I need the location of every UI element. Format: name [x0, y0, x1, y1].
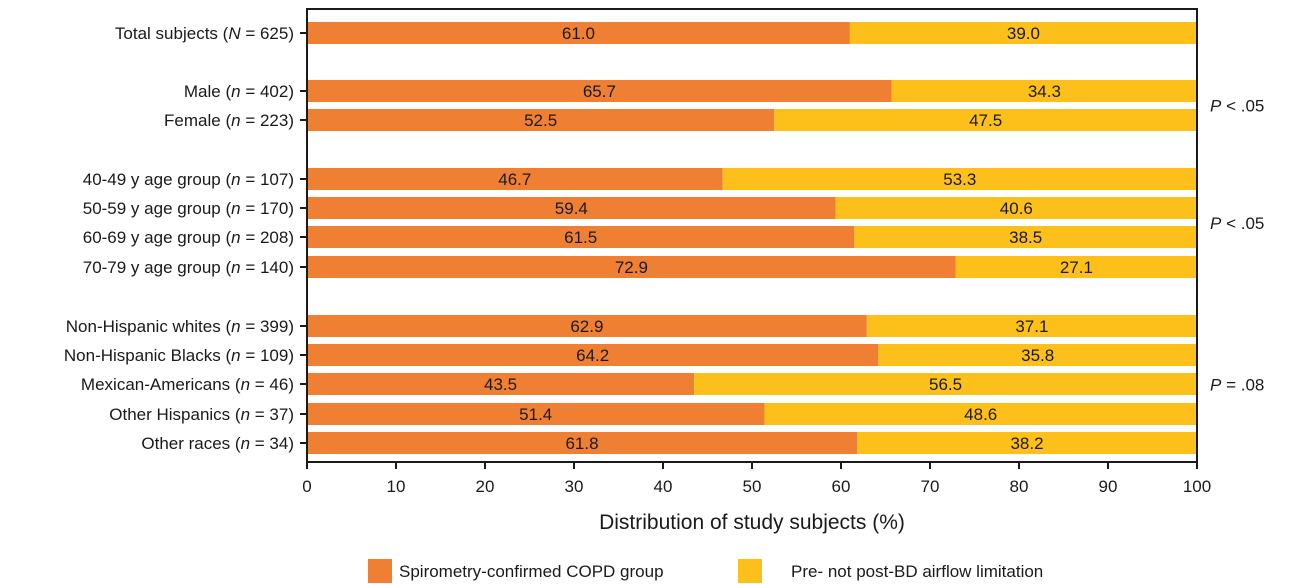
bar-pre-bd-6: [955, 256, 1197, 278]
bar-pre-bd-9: [694, 373, 1197, 395]
category-label-10: Other Hispanics (n = 37): [109, 405, 294, 424]
x-tick-label-10: 10: [387, 477, 406, 496]
bar-pre-bd-5: [854, 226, 1197, 248]
bar-pre-bd-10: [764, 403, 1197, 425]
bar-copd-10: [307, 403, 765, 425]
legend-swatch-pre-bd: [738, 559, 762, 583]
value-label-copd-2: 52.5: [524, 111, 557, 130]
value-label-pre-bd-0: 39.0: [1007, 24, 1040, 43]
value-label-copd-7: 62.9: [570, 317, 603, 336]
legend-swatch-copd: [368, 559, 392, 583]
p-value-label-1: P < .05: [1210, 214, 1264, 233]
bar-pre-bd-1: [891, 80, 1197, 102]
bar-copd-5: [307, 226, 855, 248]
x-axis: 0 10 20 30 40 50 60 70 80 90 100: [302, 462, 1211, 496]
value-label-pre-bd-5: 38.5: [1009, 228, 1042, 247]
x-tick-label-0: 0: [302, 477, 311, 496]
legend-label-copd: Spirometry-confirmed COPD group: [399, 562, 664, 581]
value-label-copd-0: 61.0: [562, 24, 595, 43]
category-labels: Total subjects (N = 625) Male (n = 402) Fe…: [64, 24, 307, 453]
bar-copd-2: [307, 109, 775, 131]
value-label-pre-bd-4: 40.6: [1000, 199, 1033, 218]
value-label-copd-4: 59.4: [555, 199, 588, 218]
value-label-pre-bd-10: 48.6: [964, 405, 997, 424]
category-label-7: Non-Hispanic whites (n = 399): [66, 317, 294, 336]
bar-copd-9: [307, 373, 695, 395]
category-label-0: Total subjects (N = 625): [115, 24, 294, 43]
value-label-copd-11: 61.8: [565, 434, 598, 453]
bar-pre-bd-8: [878, 344, 1197, 366]
value-label-copd-5: 61.5: [564, 228, 597, 247]
bar-copd-6: [307, 256, 956, 278]
value-label-pre-bd-2: 47.5: [969, 111, 1002, 130]
legend-label-pre-bd: Pre- not post-BD airflow limitation: [791, 562, 1043, 581]
x-tick-label-30: 30: [565, 477, 584, 496]
x-tick-label-50: 50: [743, 477, 762, 496]
bar-copd-8: [307, 344, 879, 366]
legend: Spirometry-confirmed COPD group Pre- not …: [368, 559, 1043, 583]
value-label-copd-1: 65.7: [583, 82, 616, 101]
value-label-copd-8: 64.2: [576, 346, 609, 365]
bar-pre-bd-7: [866, 315, 1197, 337]
bar-copd-3: [307, 168, 723, 190]
value-label-pre-bd-1: 34.3: [1028, 82, 1061, 101]
category-label-3: 40-49 y age group (n = 107): [83, 170, 294, 189]
x-axis-title: Distribution of study subjects (%): [599, 511, 905, 534]
value-label-copd-3: 46.7: [498, 170, 531, 189]
category-label-9: Mexican-Americans (n = 46): [81, 375, 294, 394]
p-value-annotations: P < .05 P < .05 P = .08: [1210, 97, 1264, 395]
category-label-5: 60-69 y age group (n = 208): [83, 228, 294, 247]
p-value-label-2: P = .08: [1210, 376, 1264, 395]
x-tick-label-80: 80: [1010, 477, 1029, 496]
bar-copd-1: [307, 80, 892, 102]
p-value-label-0: P < .05: [1210, 97, 1264, 116]
value-label-copd-10: 51.4: [519, 405, 552, 424]
category-label-2: Female (n = 223): [164, 111, 294, 130]
bars-layer: 61.0 39.0 65.7 34.3 52.5 47.5 46.7 53.3 59.4 40.6…: [307, 22, 1197, 454]
category-label-6: 70-79 y age group (n = 140): [83, 258, 294, 277]
plot-frame: [306, 8, 1198, 463]
value-label-pre-bd-3: 53.3: [943, 170, 976, 189]
bar-pre-bd-2: [774, 109, 1197, 131]
value-label-pre-bd-9: 56.5: [929, 375, 962, 394]
x-tick-label-90: 90: [1099, 477, 1118, 496]
bar-copd-7: [307, 315, 867, 337]
bar-copd-0: [307, 22, 850, 44]
category-label-1: Male (n = 402): [184, 82, 294, 101]
x-tick-label-60: 60: [832, 477, 851, 496]
x-tick-label-100: 100: [1183, 477, 1211, 496]
bar-copd-4: [307, 197, 836, 219]
category-label-11: Other races (n = 34): [141, 434, 294, 453]
x-tick-label-20: 20: [476, 477, 495, 496]
bar-pre-bd-0: [849, 22, 1197, 44]
value-label-pre-bd-11: 38.2: [1010, 434, 1043, 453]
x-tick-label-70: 70: [921, 477, 940, 496]
bar-copd-11: [307, 432, 858, 454]
category-label-8: Non-Hispanic Blacks (n = 109): [64, 346, 294, 365]
bar-pre-bd-4: [835, 197, 1197, 219]
bar-pre-bd-3: [722, 168, 1197, 190]
value-label-pre-bd-8: 35.8: [1021, 346, 1054, 365]
category-label-4: 50-59 y age group (n = 170): [83, 199, 294, 218]
value-label-pre-bd-6: 27.1: [1060, 258, 1093, 277]
value-label-copd-6: 72.9: [615, 258, 648, 277]
value-label-pre-bd-7: 37.1: [1015, 317, 1048, 336]
bar-pre-bd-11: [857, 432, 1197, 454]
value-label-copd-9: 43.5: [484, 375, 517, 394]
x-tick-label-40: 40: [654, 477, 673, 496]
